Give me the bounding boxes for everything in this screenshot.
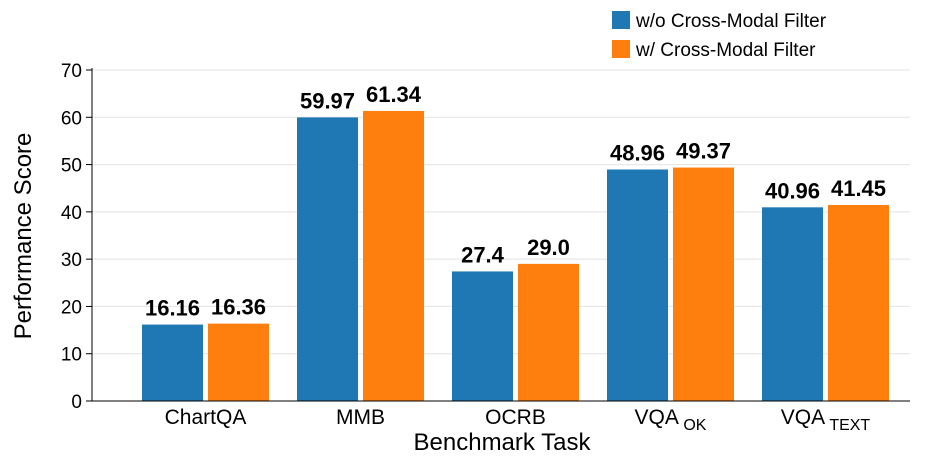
bar-without-filter [607,169,668,401]
data-label: 49.37 [676,139,731,164]
data-label: 40.96 [765,178,820,203]
legend: w/o Cross-Modal Filter w/ Cross-Modal Fi… [612,11,827,61]
gridlines [92,69,910,355]
legend-label-series-2: w/ Cross-Modal Filter [635,40,816,61]
legend-swatch-series-2 [612,40,630,58]
data-label: 61.34 [366,82,422,107]
bar-without-filter [142,324,203,401]
x-axis-title: Benchmark Task [414,429,592,456]
bar-with-filter [518,263,579,401]
y-axis-title: Performance Score [10,133,37,340]
x-tick-label: OCRB [485,406,546,429]
bar-without-filter [762,207,823,401]
y-tick-label: 30 [61,250,82,271]
y-axis-ticks: 0 10 20 30 40 50 60 70 [61,61,92,413]
data-label: 16.36 [211,295,266,320]
y-tick-label: 50 [61,156,82,177]
data-label: 48.96 [610,140,665,165]
x-tick-label: ChartQA [165,406,247,429]
legend-swatch-series-1 [612,11,630,29]
bars [142,110,889,401]
x-tick-label: MMB [336,406,385,429]
data-label: 16.16 [145,296,200,321]
bar-without-filter [297,117,358,401]
y-tick-label: 40 [61,203,82,224]
y-tick-label: 20 [61,297,82,318]
bar-without-filter [452,271,513,401]
y-tick-label: 60 [61,108,82,129]
bar-with-filter [363,110,424,401]
data-labels: 16.16 16.36 59.97 61.34 27.4 29.0 48.96 49.37 40… [145,82,886,321]
bar-with-filter [828,205,889,401]
bar-with-filter [208,323,269,401]
bar-with-filter [673,167,734,401]
y-tick-label: 70 [61,61,82,82]
y-tick-label: 0 [71,392,82,413]
x-tick-label: VQA TEXT [781,406,871,434]
legend-label-series-1: w/o Cross-Modal Filter [635,11,827,32]
data-label: 27.4 [461,242,505,267]
x-axis-ticks: ChartQA MMB OCRB VQA OK VQA TEXT [165,406,871,434]
data-label: 29.0 [527,235,570,260]
y-tick-label: 10 [61,345,82,366]
data-label: 59.97 [300,88,355,113]
x-tick-label: VQA OK [635,406,707,434]
data-label: 41.45 [831,176,886,201]
